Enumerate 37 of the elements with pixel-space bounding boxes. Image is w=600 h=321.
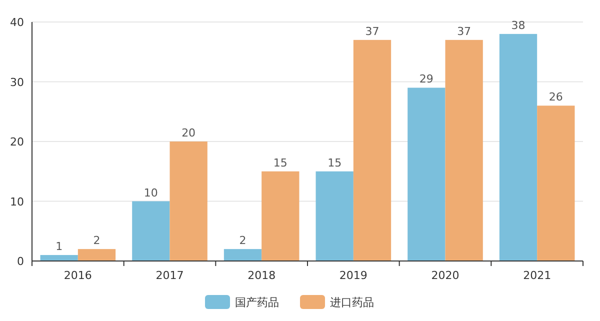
bar xyxy=(499,34,538,261)
data-label: 15 xyxy=(328,156,342,170)
x-tick-label: 2017 xyxy=(156,269,184,282)
data-label: 37 xyxy=(365,24,380,38)
data-label: 2 xyxy=(93,234,100,248)
y-tick-label: 10 xyxy=(10,195,24,208)
bar xyxy=(408,88,446,261)
x-tick-label: 2018 xyxy=(248,269,276,282)
data-label: 20 xyxy=(182,126,196,140)
bar xyxy=(353,40,392,261)
x-tick-label: 2020 xyxy=(431,269,460,282)
data-label: 38 xyxy=(511,18,526,32)
bar xyxy=(224,249,262,261)
bar xyxy=(170,142,208,261)
data-label: 1 xyxy=(56,240,63,254)
data-label: 15 xyxy=(273,156,288,170)
x-tick-label: 2016 xyxy=(64,269,92,282)
bar xyxy=(40,255,78,261)
x-tick-label: 2021 xyxy=(523,269,552,282)
legend-label: 国产药品 xyxy=(235,296,279,309)
bar xyxy=(132,201,170,261)
y-tick-label: 30 xyxy=(10,76,24,89)
y-tick-label: 20 xyxy=(10,136,24,148)
bar xyxy=(445,40,483,261)
bar xyxy=(262,171,300,261)
bar xyxy=(316,171,354,261)
x-tick-label: 2019 xyxy=(339,269,368,282)
legend-label: 进口药品 xyxy=(330,296,374,309)
data-label: 29 xyxy=(419,72,434,86)
bar xyxy=(78,249,116,261)
data-label: 37 xyxy=(457,24,472,38)
data-label: 26 xyxy=(548,90,563,104)
data-label: 10 xyxy=(144,186,158,200)
y-tick-label: 0 xyxy=(17,255,24,268)
y-tick-label: 40 xyxy=(10,16,24,29)
bar xyxy=(537,106,575,261)
data-label: 2 xyxy=(239,234,246,248)
